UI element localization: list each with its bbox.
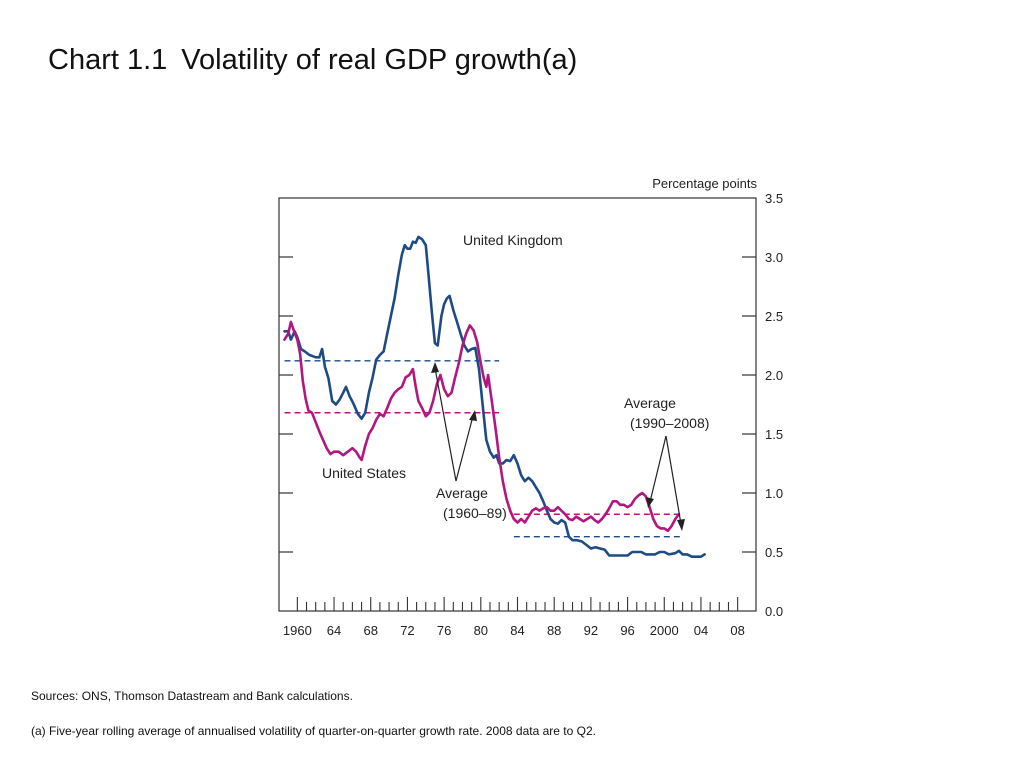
x-tick-label: 92 [584,623,598,638]
chart-number: Chart 1.1 [48,44,168,76]
x-tick-label: 04 [694,623,708,638]
x-tick-label: 76 [437,623,451,638]
x-tick-label: 64 [327,623,341,638]
chart-title-text: Volatility of real GDP growth(a) [181,44,578,76]
uk-series-line [283,235,706,559]
x-tick-label: 96 [620,623,634,638]
y-tick-label: 2.0 [765,368,783,383]
x-tick-label: 08 [730,623,744,638]
y-tick-label: 3.5 [765,191,783,206]
avg-early-label-line2: (1960–89) [443,505,507,521]
sources-note: Sources: ONS, Thomson Datastream and Ban… [31,689,353,703]
unit-label: Percentage points [652,176,757,191]
y-tick-label: 3.0 [765,250,783,265]
x-tick-label: 2000 [650,623,679,638]
y-tick-label: 0.5 [765,545,783,560]
avg-early-label-line1: Average [436,485,488,501]
avg-late-label-line1: Average [624,395,676,411]
chart-title: Chart 1.1 Volatility of real GDP growth(a… [48,44,577,77]
x-tick-label: 80 [474,623,488,638]
x-tick-label: 88 [547,623,561,638]
arrow-early-uk [431,362,457,482]
avg-late-label-line2: (1990–2008) [630,415,709,431]
plot-frame [278,197,757,612]
us-series-label: United States [322,465,406,481]
y-tick-label: 0.0 [765,604,783,619]
x-tick-label: 68 [363,623,377,638]
y-tick-label: 1.5 [765,427,783,442]
x-tick-label: 72 [400,623,414,638]
footnote: (a) Five-year rolling average of annuali… [31,724,596,738]
us-series-line [283,320,681,533]
y-tick-label: 1.0 [765,486,783,501]
x-tick-label: 1960 [283,623,312,638]
uk-series-label: United Kingdom [463,232,563,248]
arrow-early-us [455,410,477,482]
x-tick-label: 84 [510,623,524,638]
arrow-late-us [646,435,667,508]
arrow-late-uk [665,435,685,531]
y-tick-label: 2.5 [765,309,783,324]
